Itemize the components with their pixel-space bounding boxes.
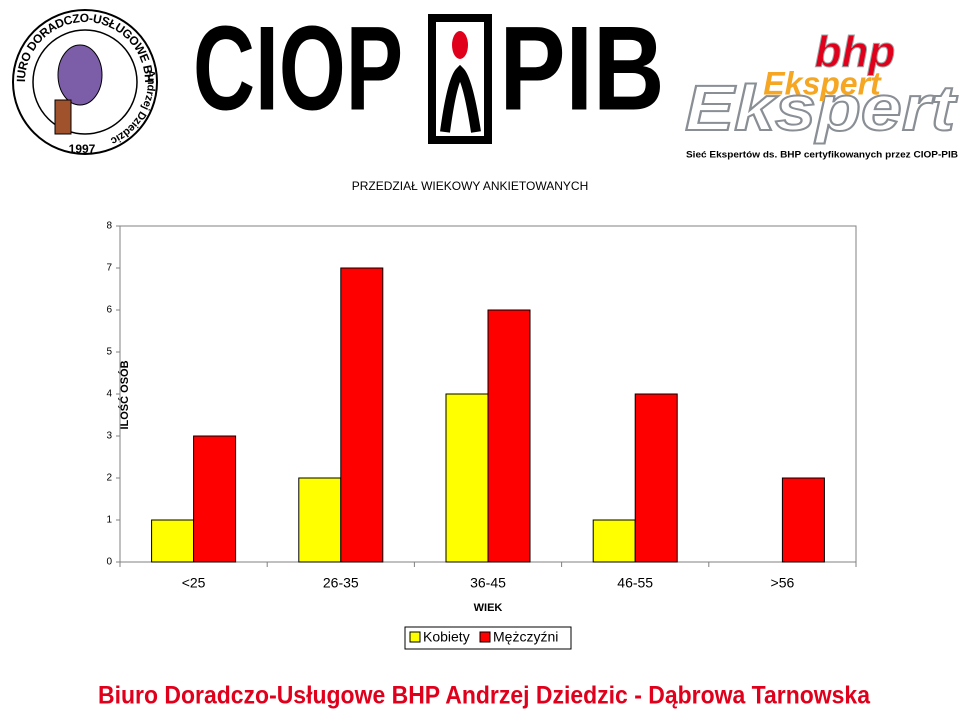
bar — [592, 519, 636, 563]
bar — [340, 267, 384, 563]
center-logo: CIOP PIB — [193, 2, 665, 144]
y-tick-label: 1 — [106, 515, 112, 526]
bar — [634, 393, 678, 563]
bar — [487, 309, 531, 563]
logo-figure — [54, 99, 72, 135]
y-tick-label: 2 — [106, 473, 112, 484]
x-tick-label: 36-45 — [470, 575, 506, 591]
x-tick-label: >56 — [771, 575, 795, 591]
legend-swatch — [409, 631, 421, 643]
logo-text: PIB — [500, 2, 665, 136]
x-tick-label: 26-35 — [323, 575, 359, 591]
x-axis-label: WIEK — [474, 602, 503, 614]
logo-year: 1997 — [69, 142, 96, 156]
legend-label: Mężczyźni — [493, 629, 558, 645]
bar — [445, 393, 489, 563]
y-tick-label: 4 — [106, 389, 112, 400]
bar — [151, 519, 195, 563]
logo-text: bhp — [815, 28, 896, 77]
x-tick-label: 46-55 — [617, 575, 653, 591]
legend-label: Kobiety — [423, 629, 470, 645]
y-axis-label: ILOŚĆ OSÓB — [118, 360, 131, 429]
bar — [193, 435, 237, 563]
logo-text: Ekspert — [763, 65, 882, 101]
y-tick-label: 3 — [106, 431, 112, 442]
logo-dot — [452, 31, 468, 59]
chart-title: PRZEDZIAŁ WIEKOWY ANKIETOWANYCH — [352, 179, 588, 193]
footer: Biuro Doradczo-Usługowe BHP Andrzej Dzie… — [98, 682, 871, 710]
y-tick-label: 7 — [106, 263, 112, 274]
y-tick-label: 0 — [106, 557, 112, 568]
y-tick-label: 8 — [106, 221, 112, 232]
logo-text: CIOP — [193, 2, 403, 136]
logo-figure — [440, 64, 481, 133]
right-logo: bhp Ekspert Ekspert Sieć Ekspertów ds. B… — [684, 27, 959, 159]
y-tick-label: 6 — [106, 305, 112, 316]
bar — [298, 477, 342, 563]
y-tick-label: 5 — [106, 347, 112, 358]
left-logo: BIURO DORADCZO-USŁUGOWE BHP Andrzej Dzie… — [0, 0, 158, 156]
x-tick-label: <25 — [182, 575, 206, 591]
legend-swatch — [479, 631, 491, 643]
logo-text: Ekspert — [685, 72, 958, 144]
bar — [781, 477, 825, 563]
logo-caption: Sieć Ekspertów ds. BHP certyfikowanych p… — [686, 149, 959, 159]
logo-figure — [57, 44, 103, 106]
